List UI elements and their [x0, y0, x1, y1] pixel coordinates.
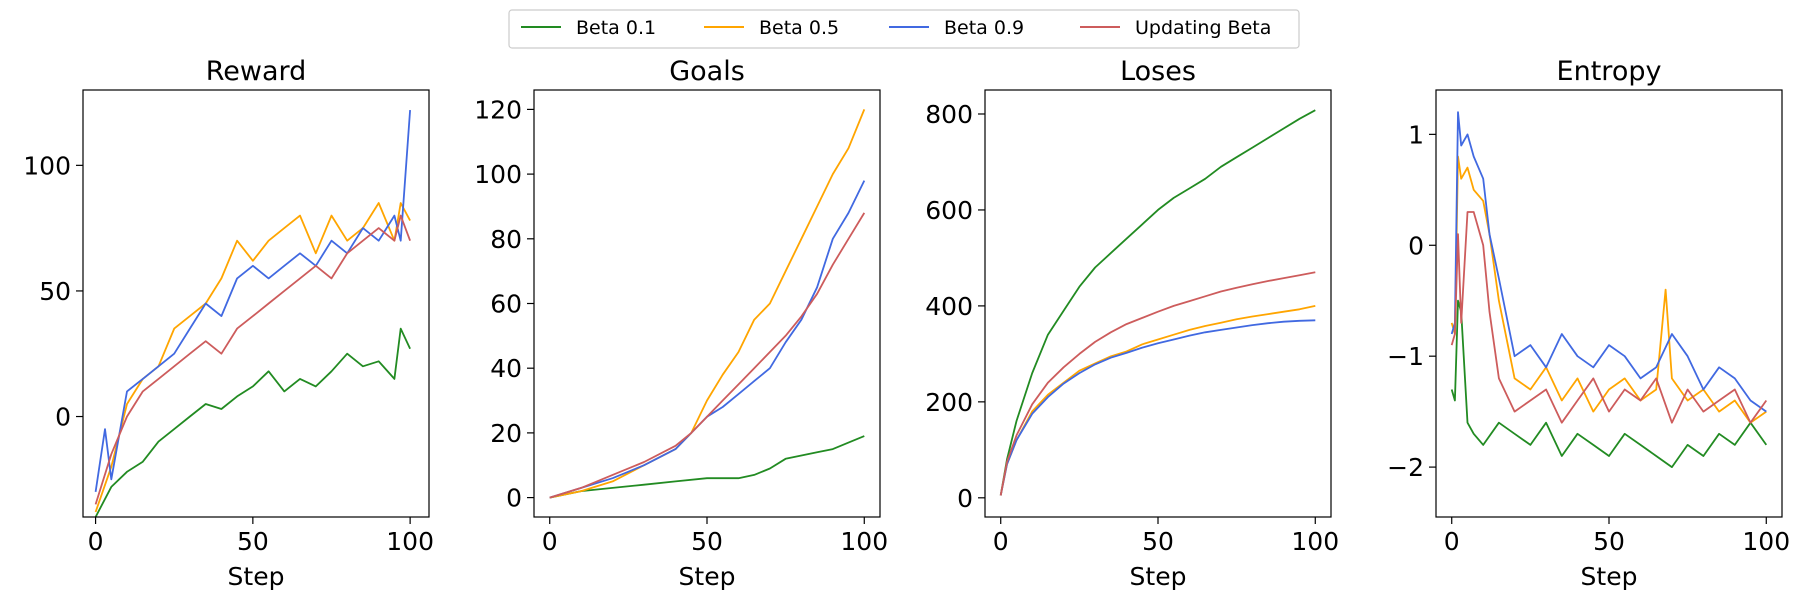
- axis-frame: [984, 89, 1332, 518]
- axis-frame: [533, 89, 881, 518]
- y-tick-label: 0: [1408, 231, 1424, 260]
- series-line-beta-0-5: [549, 109, 866, 499]
- y-tick-label: 800: [925, 100, 973, 129]
- x-tick-label: 50: [691, 527, 723, 556]
- legend-label: Beta 0.1: [576, 17, 656, 39]
- x-tick-label: 100: [1742, 527, 1790, 556]
- series-line-beta-0-1: [549, 435, 865, 499]
- series-line-beta-0-5: [1450, 155, 1767, 424]
- subplot-title: Loses: [1120, 56, 1196, 87]
- x-tick-label: 100: [840, 527, 888, 556]
- subplot-title: Goals: [669, 56, 745, 87]
- y-tick-label: 100: [23, 151, 71, 180]
- y-tick-label: 60: [490, 290, 522, 319]
- x-tick-label: 0: [542, 527, 558, 556]
- series-line-beta-0-5: [94, 202, 411, 513]
- legend-frame: [508, 9, 1300, 49]
- subplot-title: Entropy: [1557, 56, 1662, 87]
- y-tick-label: −1: [1387, 342, 1424, 371]
- legend-label: Updating Beta: [1135, 17, 1271, 39]
- x-tick-label: 50: [1142, 527, 1174, 556]
- y-tick-label: 600: [925, 196, 973, 225]
- subplot-title: Reward: [206, 56, 307, 87]
- series-line-updating-beta: [94, 214, 411, 505]
- y-tick-label: 80: [490, 225, 522, 254]
- series-line-beta-0-1: [1450, 299, 1768, 469]
- y-tick-label: 200: [925, 388, 973, 417]
- x-tick-label: 100: [1291, 527, 1339, 556]
- x-axis-label: Step: [679, 562, 736, 591]
- series-line-beta-0-5: [999, 305, 1316, 496]
- y-tick-label: −2: [1387, 453, 1424, 482]
- x-tick-label: 100: [386, 527, 434, 556]
- y-tick-label: 40: [490, 354, 522, 383]
- x-tick-label: 50: [237, 527, 269, 556]
- y-tick-label: 400: [925, 292, 973, 321]
- x-tick-label: 50: [1593, 527, 1625, 556]
- x-tick-label: 0: [993, 527, 1009, 556]
- y-tick-label: 0: [55, 403, 71, 432]
- x-axis-label: Step: [228, 562, 285, 591]
- y-tick-label: 50: [39, 277, 71, 306]
- y-tick-label: 20: [490, 419, 522, 448]
- subplot-entropy: 0 50 100 −2 −1 0 1 Entropy Step: [1387, 56, 1790, 591]
- legend-label: Beta 0.5: [759, 17, 839, 39]
- series-line-beta-0-1: [999, 109, 1316, 496]
- x-axis-label: Step: [1130, 562, 1187, 591]
- subplot-goals: 0 50 100 0 20 40 60 80 100 120 Goals Step: [474, 56, 888, 591]
- series-line-beta-0-9: [1450, 111, 1767, 413]
- series-line-beta-0-9: [999, 319, 1316, 496]
- x-tick-label: 0: [1444, 527, 1460, 556]
- series-line-updating-beta: [549, 212, 866, 499]
- series-line-updating-beta: [1450, 211, 1768, 424]
- subplot-loses: 0 50 100 0 200 400 600 800 Loses Step: [925, 56, 1339, 591]
- x-axis-label: Step: [1581, 562, 1638, 591]
- y-tick-label: 120: [474, 95, 522, 124]
- series-line-beta-0-1: [94, 327, 411, 517]
- series-line-beta-0-9: [549, 180, 866, 499]
- legend-label: Beta 0.9: [944, 17, 1024, 39]
- series-line-updating-beta: [999, 271, 1316, 496]
- y-tick-label: 100: [474, 160, 522, 189]
- subplot-reward: 0 50 100 0 50 100 Reward Step: [23, 56, 434, 591]
- y-tick-label: 1: [1408, 120, 1424, 149]
- series-line-beta-0-9: [94, 110, 411, 493]
- legend: Beta 0.1 Beta 0.5 Beta 0.9 Updating Beta: [508, 9, 1300, 49]
- y-tick-label: 0: [957, 484, 973, 513]
- axis-frame: [82, 89, 430, 518]
- y-tick-label: 0: [506, 484, 522, 513]
- x-tick-label: 0: [88, 527, 104, 556]
